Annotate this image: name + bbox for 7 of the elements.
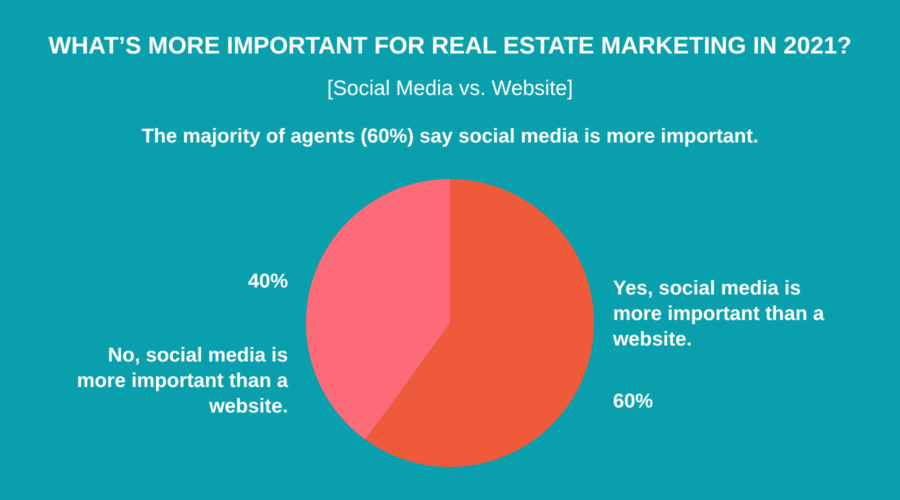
chart-subtitle: [Social Media vs. Website] [327,76,573,100]
chart-title: WHAT’S MORE IMPORTANT FOR REAL ESTATE MARKETING IN 2021? [48,32,852,60]
data-label: 60% [613,390,654,413]
data-label: 40% [248,270,288,293]
slice-label: Yes, social media is more important than a website. [612,278,826,351]
text: The majority of agents (60%) say social media is more important. [142,126,758,148]
slice-label: No, social media is more important than a website. [76,344,289,418]
